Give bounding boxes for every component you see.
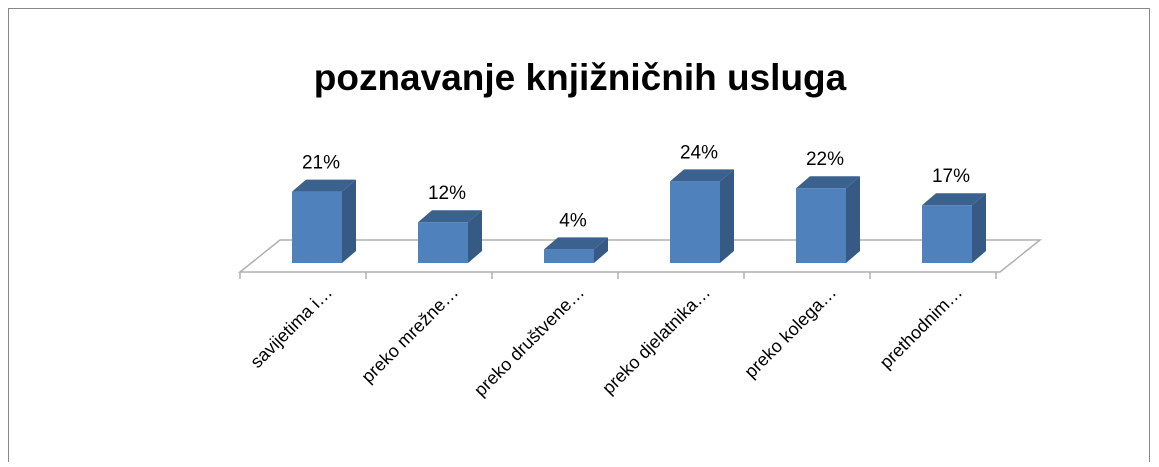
bar-top: [418, 210, 482, 223]
bar: [796, 176, 860, 263]
bar-top: [922, 193, 986, 206]
bar: [922, 193, 986, 263]
bar: [670, 169, 734, 263]
bar-front: [922, 205, 972, 263]
bar-front: [796, 188, 846, 263]
bar-front: [544, 249, 594, 263]
data-label: 22%: [806, 149, 844, 170]
bar-top: [544, 237, 608, 250]
bar-side: [972, 193, 986, 263]
bar-front: [670, 181, 720, 263]
bar-front: [292, 191, 342, 263]
bar-top: [796, 176, 860, 189]
bar-side: [720, 169, 734, 263]
bar: [544, 237, 608, 263]
bar-side: [594, 237, 608, 263]
floor: [237, 239, 1043, 273]
bar-side: [468, 210, 482, 263]
data-label: 4%: [559, 210, 587, 231]
bar-top: [292, 179, 356, 192]
bar-front: [418, 222, 468, 263]
bar-side: [846, 176, 860, 263]
bar-side: [342, 179, 356, 263]
data-label: 21%: [302, 153, 340, 174]
bar-top: [670, 169, 734, 182]
bar: [292, 179, 356, 263]
data-label: 24%: [680, 142, 718, 163]
chart-title: poznavanje knjižničnih usluga: [314, 57, 847, 98]
data-label: 17%: [932, 166, 970, 187]
bar: [418, 210, 482, 263]
data-label: 12%: [428, 183, 466, 204]
